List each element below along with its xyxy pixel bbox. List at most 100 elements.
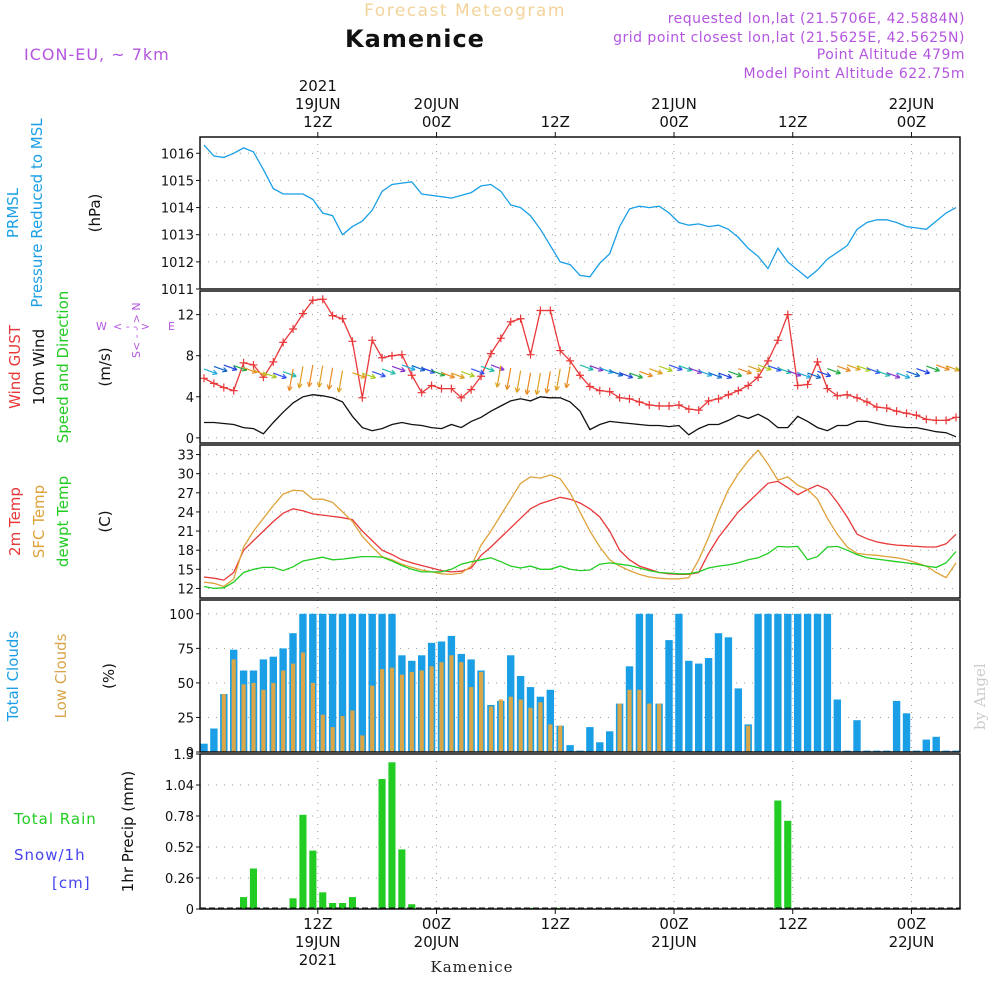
y-tick-label: 0.26 xyxy=(165,872,194,887)
y-tick-label: 25 xyxy=(177,711,194,726)
arrow-shaft xyxy=(658,365,673,372)
rain-bar xyxy=(319,892,327,909)
arrow-shaft xyxy=(362,372,376,379)
series-line-prmsl xyxy=(203,144,957,279)
bottom-time-label: 00Z xyxy=(659,915,688,933)
wind-direction-arrow xyxy=(738,368,752,375)
precip-legend: Total Rain Snow/1h [cm] xyxy=(13,810,96,892)
total-cloud-bar xyxy=(635,613,644,752)
gust-point xyxy=(368,336,377,345)
rain-bar xyxy=(408,904,416,909)
top-time-label: 12Z xyxy=(541,113,570,131)
direction-key-e: E xyxy=(168,320,175,333)
panel-wind: 0 4 8 12 W < - - > E S< - - > N Wind GUST 10m Win… xyxy=(6,290,961,447)
arrow-head xyxy=(370,373,376,380)
rain-bar xyxy=(388,762,396,909)
wind-direction-arrow xyxy=(524,372,532,395)
y-tick-label: 24 xyxy=(177,506,194,521)
total-cloud-bar xyxy=(714,633,723,752)
arrow-shaft xyxy=(827,368,841,374)
low-cloud-bar xyxy=(271,682,276,752)
gust-point xyxy=(427,381,436,390)
gust-point xyxy=(200,374,208,383)
gust-point xyxy=(595,386,604,395)
top-time-label: 12Z xyxy=(303,113,332,131)
arrow-head xyxy=(564,382,570,389)
arrow-head xyxy=(726,373,733,379)
gust-point xyxy=(486,349,495,358)
top-time-label: 21JUN xyxy=(651,95,697,113)
gust-point xyxy=(932,416,941,425)
gust-point xyxy=(843,390,852,399)
wind-direction-arrow xyxy=(936,364,950,371)
top-time-label: 00Z xyxy=(897,113,926,131)
gust-point xyxy=(467,385,476,394)
gust-point xyxy=(298,309,307,318)
arrow-shaft xyxy=(718,372,732,379)
rain-bar xyxy=(240,897,248,909)
low-cloud-bar xyxy=(310,682,315,752)
total-cloud-bar xyxy=(319,613,327,752)
y-tick-label: 1.3 xyxy=(173,748,194,763)
low-cloud-bar xyxy=(538,702,543,752)
gust-point xyxy=(397,350,406,359)
arrow-shaft xyxy=(263,372,277,378)
low-cloud-bar xyxy=(469,687,474,752)
y-axis-label: Pressure Reduced to MSL xyxy=(28,118,46,308)
gust-point xyxy=(338,314,347,323)
gust-point xyxy=(388,351,396,360)
requested-coords: requested lon,lat (21.5706E, 42.5884N) xyxy=(668,11,965,27)
bottom-time-label: 21JUN xyxy=(651,933,697,951)
arrow-shaft xyxy=(767,365,782,372)
wind-direction-arrow xyxy=(372,371,386,378)
y-axis-label: Total Clouds xyxy=(4,631,22,723)
bottom-time-label: 22JUN xyxy=(889,933,935,951)
arrow-shaft xyxy=(777,367,792,374)
arrow-shaft xyxy=(431,370,445,376)
gust-point xyxy=(773,336,782,345)
y-tick-label: 1015 xyxy=(161,174,194,189)
low-cloud-bar xyxy=(241,684,246,752)
y-tick-label: 75 xyxy=(177,642,194,657)
gust-point xyxy=(645,401,654,409)
gust-point xyxy=(922,415,931,424)
panel-precip: 0 0.26 0.52 0.78 1.04 1.3 Total Rain Snow/1h [cm… xyxy=(13,748,961,918)
arrow-head xyxy=(316,382,323,388)
arrow-head xyxy=(287,385,293,392)
gust-point xyxy=(348,337,357,346)
direction-key-ns: S< - - > N xyxy=(130,302,143,358)
arrow-shaft xyxy=(506,367,512,390)
gust-point xyxy=(437,384,446,393)
low-cloud-bar xyxy=(479,671,484,752)
top-time-label: 2021 xyxy=(299,77,337,95)
total-cloud-bar xyxy=(606,731,614,752)
total-cloud-bar xyxy=(685,660,693,752)
wind-direction-arrow xyxy=(629,372,644,379)
arrow-shaft xyxy=(668,364,683,371)
y-axis-label: dewpt Temp xyxy=(54,476,72,567)
gust-point xyxy=(882,404,891,413)
arrow-head xyxy=(504,384,511,390)
gust-point xyxy=(744,381,753,390)
gust-point xyxy=(764,356,772,365)
low-cloud-bar xyxy=(340,716,345,752)
wind-direction-arrow xyxy=(381,368,396,375)
wind-direction-arrow xyxy=(916,367,931,375)
low-cloud-bar xyxy=(251,682,256,752)
arrow-shaft xyxy=(391,365,406,372)
wind-direction-arrow xyxy=(352,372,367,379)
arrow-head xyxy=(489,366,495,373)
wind-direction-arrow xyxy=(316,365,324,388)
low-cloud-bar xyxy=(360,735,365,752)
low-cloud-bar xyxy=(627,689,632,752)
arrow-shaft xyxy=(748,365,762,372)
gust-point xyxy=(546,306,555,315)
bottom-time-label: 00Z xyxy=(897,915,926,933)
arrow-head xyxy=(756,366,762,373)
wind-direction-arrow xyxy=(534,372,542,396)
arrow-head xyxy=(271,373,277,379)
panel-temperature: 12 15 18 21 24 27 30 33 2m Temp SFC Temp dewpt Tem… xyxy=(6,444,961,599)
plot-area xyxy=(200,295,960,438)
arrow-shaft xyxy=(338,370,344,393)
wind-direction-arrow xyxy=(273,372,287,380)
